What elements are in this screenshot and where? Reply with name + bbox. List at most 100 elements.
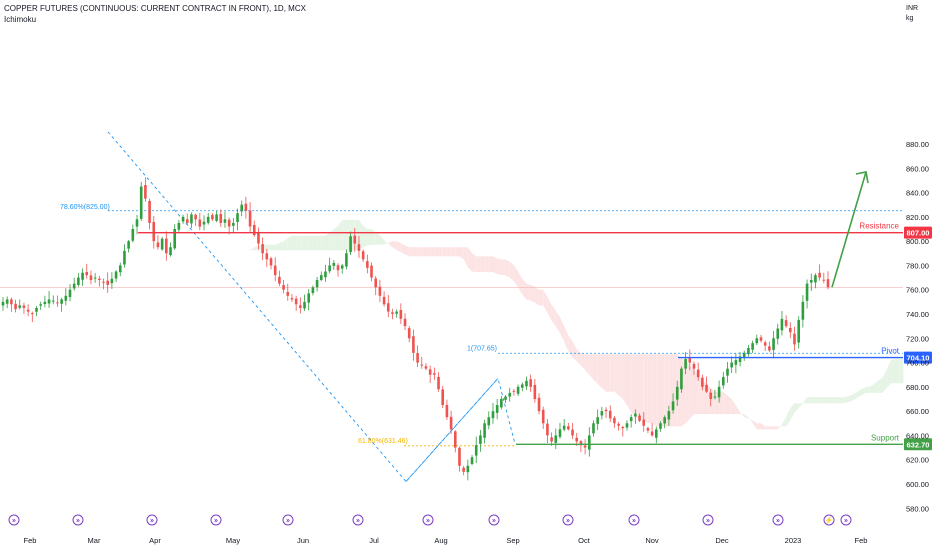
x-tick-label: Sep: [506, 536, 519, 545]
y-tick-label: 680.00: [906, 383, 929, 392]
y-tick-label: 760.00: [906, 286, 929, 295]
candle-body: [520, 384, 524, 388]
candle-body: [10, 299, 13, 305]
candle-body: [742, 352, 746, 358]
candle-body: [772, 338, 775, 350]
candle-body: [479, 435, 482, 444]
cloud-segment: [740, 412, 745, 418]
event-circle: [823, 514, 835, 526]
cloud-segment: [543, 289, 548, 313]
candle-body: [64, 295, 68, 301]
time-axis[interactable]: Feb Mar Apr May Jun Jul Aug Sep Oct Nov Dec 2023 Feb: [24, 536, 868, 545]
indicator-label[interactable]: Ichimoku: [4, 15, 37, 24]
candle-body: [89, 275, 93, 280]
event-circle: [702, 514, 714, 526]
candlesticks: [1, 177, 830, 481]
candle-body: [303, 301, 306, 309]
arrow-head: [855, 171, 869, 184]
cloud-segment: [794, 403, 799, 413]
cloud-segment: [472, 253, 477, 273]
dividend-event-icon[interactable]: »: [488, 514, 500, 526]
candle-body: [370, 265, 373, 278]
candle-body: [353, 235, 357, 244]
candle-body: [77, 277, 80, 285]
candle-body: [98, 278, 101, 280]
level-name-support: Support: [871, 433, 900, 442]
candle-body: [248, 210, 252, 227]
dividend-event-icon[interactable]: »: [628, 514, 640, 526]
y-tick-label: 740.00: [906, 310, 929, 319]
dividend-event-icon[interactable]: »: [352, 514, 364, 526]
cloud-segment: [899, 358, 904, 384]
cloud-segment: [132, 304, 138, 306]
cloud-segment: [836, 397, 841, 404]
candle-body: [56, 302, 59, 304]
candle-body: [206, 216, 210, 223]
cloud-segment: [183, 295, 188, 299]
event-circle: [772, 514, 784, 526]
cloud-segment: [765, 426, 770, 430]
cloud-segment: [430, 247, 435, 257]
candle-body: [18, 305, 22, 308]
dividend-event-icon[interactable]: »: [72, 514, 84, 526]
dividend-event-icon[interactable]: »: [8, 514, 20, 526]
price-axis[interactable]: 580.00 600.00 620.00 640.00 660.00 680.00 700.…: [906, 140, 929, 513]
candle-body: [307, 293, 311, 303]
candle-body: [671, 401, 675, 411]
candle-body: [680, 368, 683, 390]
cloud-segment: [434, 247, 439, 257]
dividend-event-icon[interactable]: »: [772, 514, 784, 526]
candle-body: [114, 271, 118, 279]
candle-body: [621, 426, 625, 429]
price-tag-support: [904, 438, 932, 451]
event-markers[interactable]: » » » » » » » » » » » » ⚡ »: [8, 514, 852, 526]
candle-body: [554, 435, 558, 443]
cloud-segment: [869, 383, 875, 393]
cloud-segment: [832, 397, 837, 404]
ichimoku-cloud: [111, 219, 904, 430]
cloud-segment: [417, 247, 422, 257]
cloud-segment: [731, 399, 736, 415]
candle-body: [763, 342, 767, 346]
y-tick-label: 640.00: [906, 431, 929, 440]
cloud-segment: [593, 354, 598, 384]
dividend-event-icon[interactable]: »: [146, 514, 158, 526]
candle-body: [814, 275, 817, 283]
lightning-event-icon[interactable]: ⚡: [823, 514, 835, 526]
dividend-event-icon[interactable]: »: [840, 514, 852, 526]
dividend-event-icon[interactable]: »: [702, 514, 714, 526]
cloud-segment: [283, 238, 288, 251]
cloud-segment: [338, 219, 343, 251]
dividend-event-icon[interactable]: »: [562, 514, 574, 526]
event-glyph: »: [844, 518, 848, 525]
cloud-segment: [396, 241, 401, 253]
dividend-event-icon[interactable]: »: [282, 514, 294, 526]
cloud-segment: [865, 386, 870, 393]
cloud-segment: [857, 389, 862, 398]
event-glyph: »: [214, 518, 218, 525]
candle-body: [35, 307, 38, 312]
cloud-segment: [547, 297, 552, 321]
level-name-resistance: Resistance: [859, 222, 899, 231]
candle-body: [152, 221, 156, 242]
candle-body: [550, 437, 553, 442]
chart-header: COPPER FUTURES (CONTINUOUS: CURRENT CONT…: [4, 3, 306, 25]
candle-body: [654, 429, 658, 438]
dividend-event-icon[interactable]: »: [210, 514, 222, 526]
dividend-event-icon[interactable]: »: [422, 514, 434, 526]
cloud-segment: [597, 354, 602, 389]
x-tick-label: Aug: [434, 536, 447, 545]
candle-body: [366, 261, 369, 268]
cloud-segment: [781, 417, 787, 427]
candle-body: [51, 300, 55, 302]
zigzag-leg: [405, 378, 499, 482]
candle-body: [374, 278, 378, 288]
candle-body: [797, 320, 800, 343]
candle-body: [416, 353, 419, 363]
cloud-segment: [459, 247, 464, 260]
cloud-segment: [363, 225, 368, 248]
candle-body: [453, 431, 457, 448]
cloud-segment: [312, 235, 318, 251]
cloud-segment: [551, 304, 556, 327]
